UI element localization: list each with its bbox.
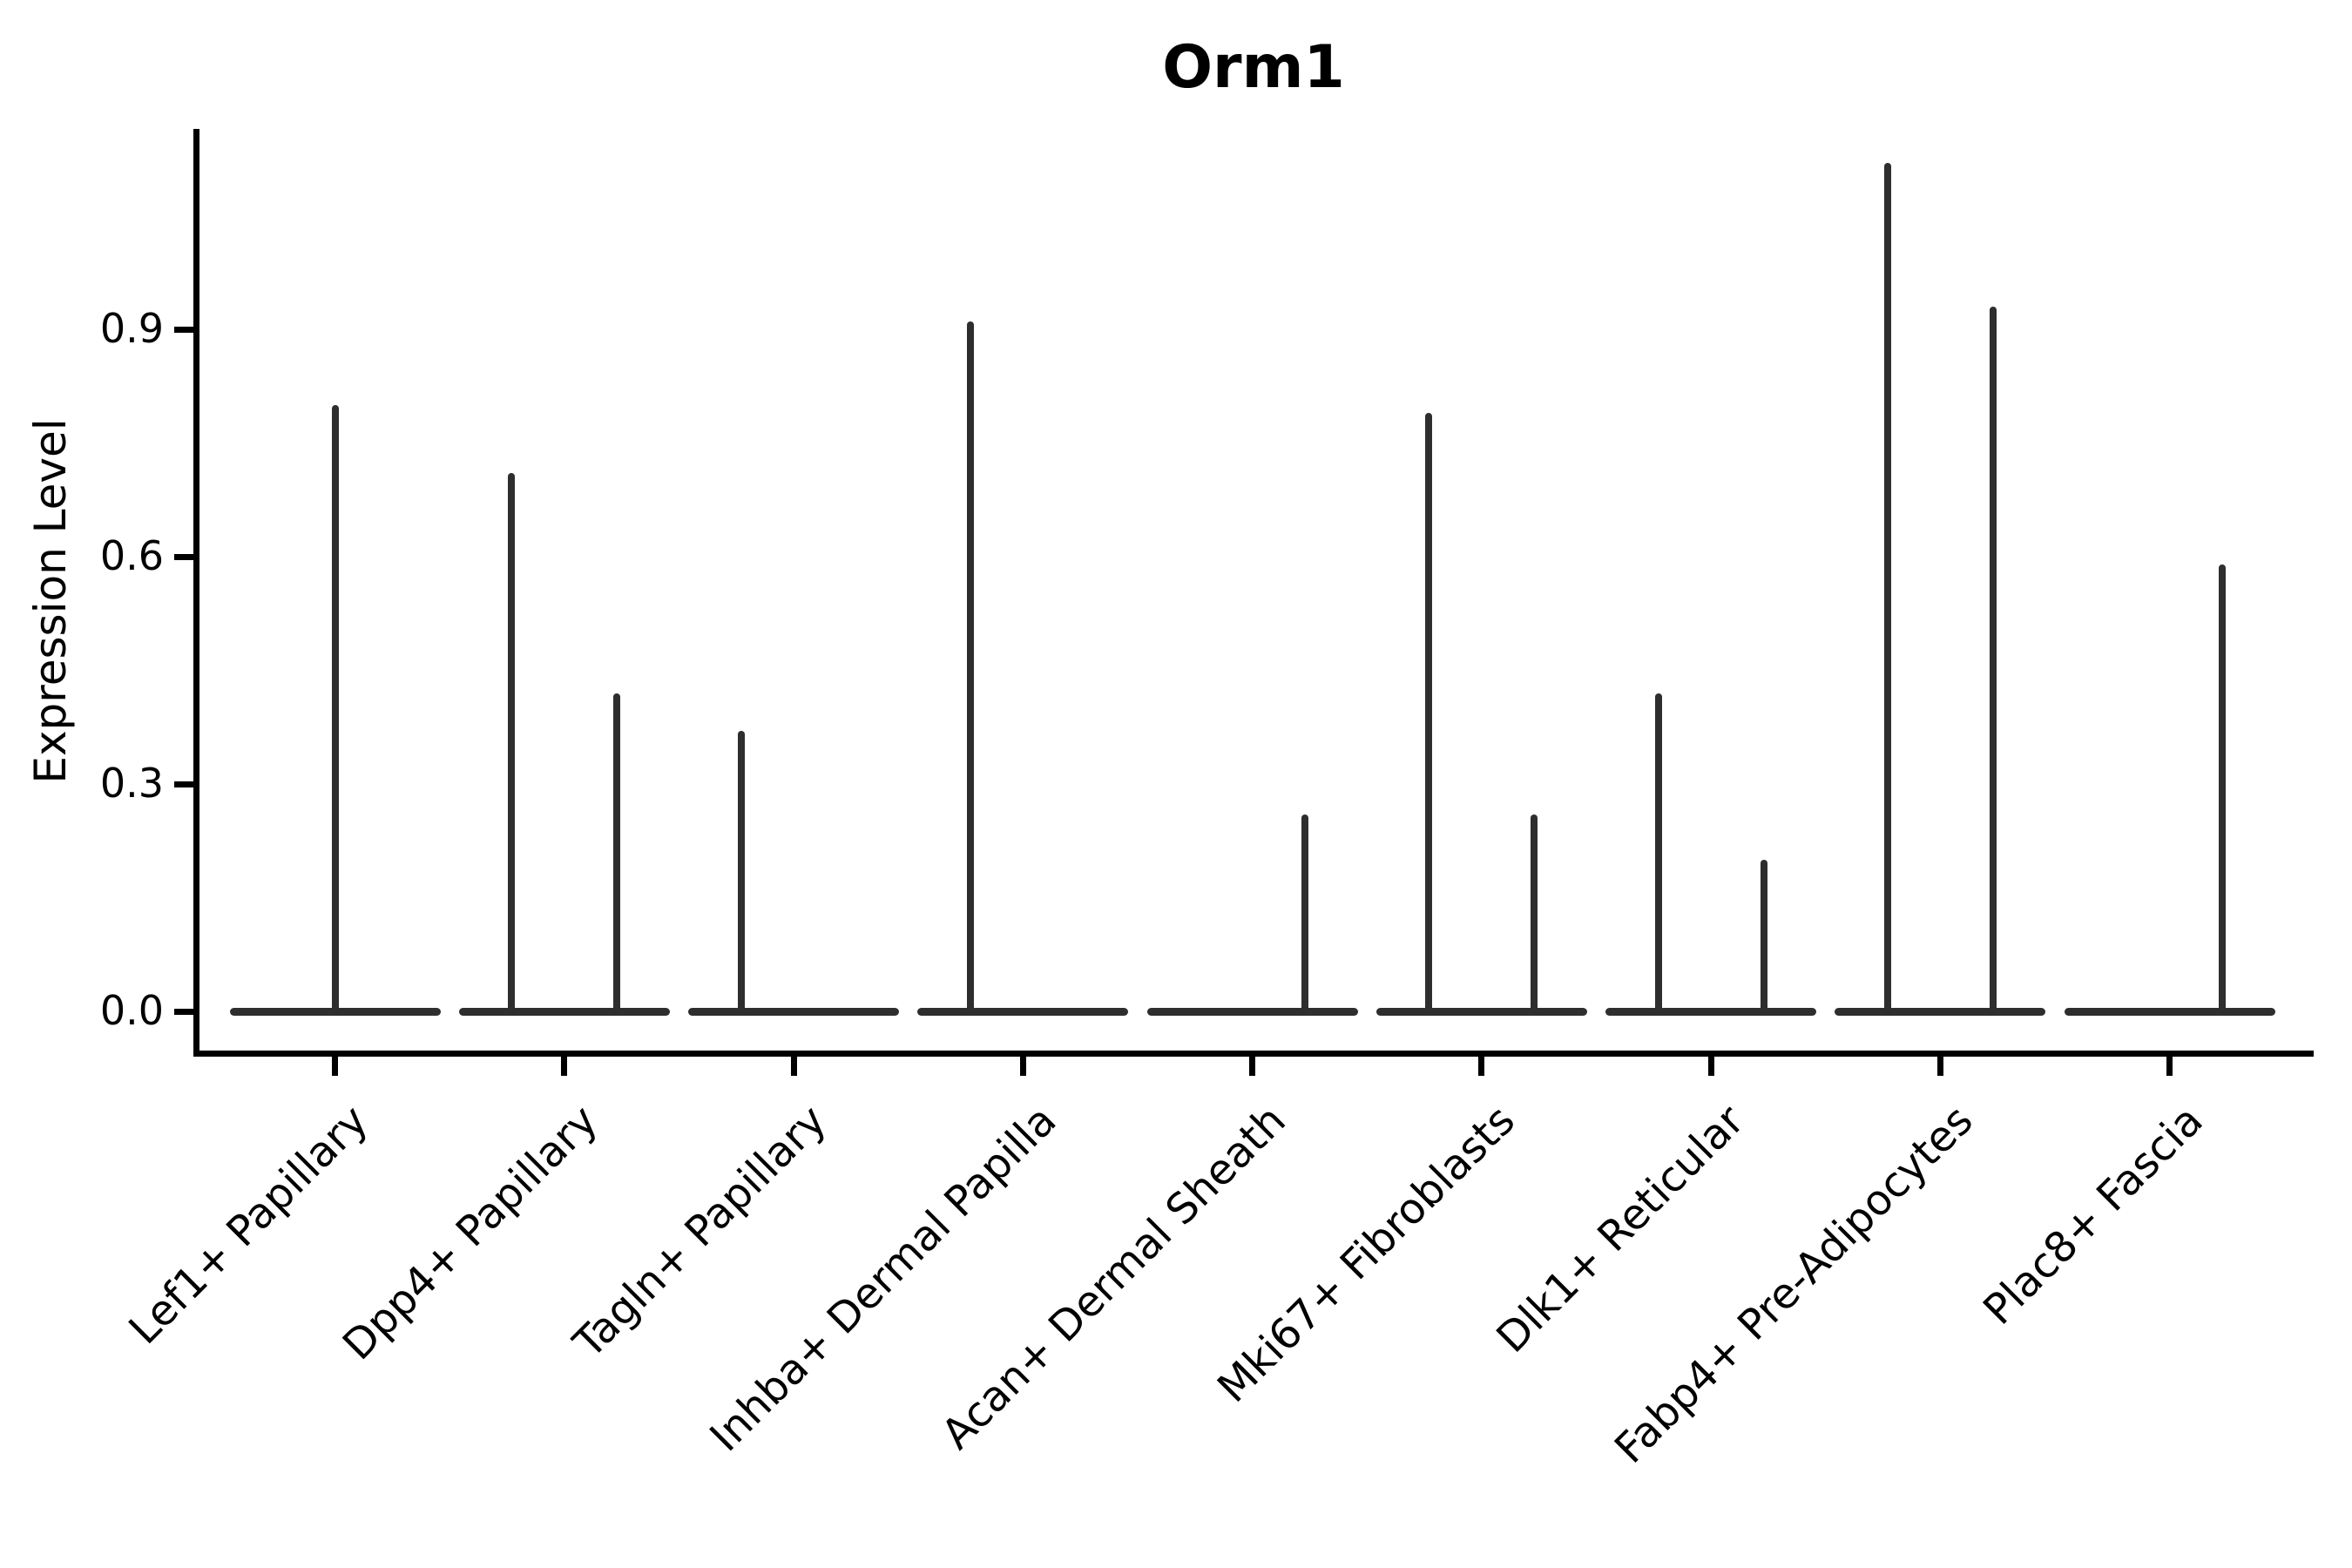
violin-spike — [508, 473, 516, 1015]
violin-base — [1605, 1008, 1816, 1016]
violin-spike — [1989, 306, 1997, 1015]
x-tick-label: Dpp4+ Papillary — [333, 1096, 607, 1370]
x-tick-label: Lef1+ Papillary — [119, 1096, 378, 1355]
x-tick-label: Plac8+ Fascia — [1973, 1096, 2213, 1335]
violin-base — [1375, 1008, 1587, 1016]
y-tick — [174, 553, 193, 560]
y-tick-label: 0.9 — [99, 305, 164, 352]
y-axis — [193, 129, 199, 1057]
x-tick-label: Tagln+ Papillary — [564, 1096, 836, 1368]
violin-spike — [613, 693, 621, 1015]
x-tick-label: Dlk1+ Reticular — [1487, 1096, 1754, 1362]
x-tick — [2166, 1057, 2173, 1076]
violin-base — [1835, 1008, 2046, 1016]
x-tick — [1707, 1057, 1714, 1076]
x-tick — [1478, 1057, 1485, 1076]
violin-base — [458, 1008, 670, 1016]
y-tick — [174, 781, 193, 787]
violin-base — [688, 1008, 899, 1016]
x-tick — [1019, 1057, 1026, 1076]
x-tick — [1936, 1057, 1943, 1076]
x-tick — [561, 1057, 568, 1076]
y-axis-label: Expression Level — [25, 418, 76, 784]
violin-spike — [1531, 814, 1538, 1015]
violin-spike — [1301, 814, 1308, 1015]
violin-spike — [1425, 412, 1433, 1015]
chart-title: Orm1 — [1162, 33, 1345, 102]
violin-base — [1146, 1008, 1358, 1016]
violin-spike — [737, 731, 745, 1015]
violin-spike — [1654, 693, 1662, 1015]
violin-base — [2064, 1008, 2275, 1016]
y-tick — [174, 326, 193, 333]
y-tick — [174, 1008, 193, 1015]
violin-base — [917, 1008, 1129, 1016]
y-tick-label: 0.3 — [99, 760, 164, 807]
y-tick-label: 0.6 — [99, 532, 164, 579]
violin-spike — [331, 405, 339, 1015]
x-tick — [332, 1057, 338, 1076]
y-tick-label: 0.0 — [99, 987, 164, 1034]
violin-spike — [2219, 564, 2226, 1015]
violin-spike — [966, 321, 974, 1015]
x-tick — [1249, 1057, 1255, 1076]
violin-spike — [1883, 162, 1891, 1015]
x-tick — [790, 1057, 797, 1076]
x-axis — [193, 1051, 2314, 1057]
violin-spike — [1760, 860, 1767, 1015]
